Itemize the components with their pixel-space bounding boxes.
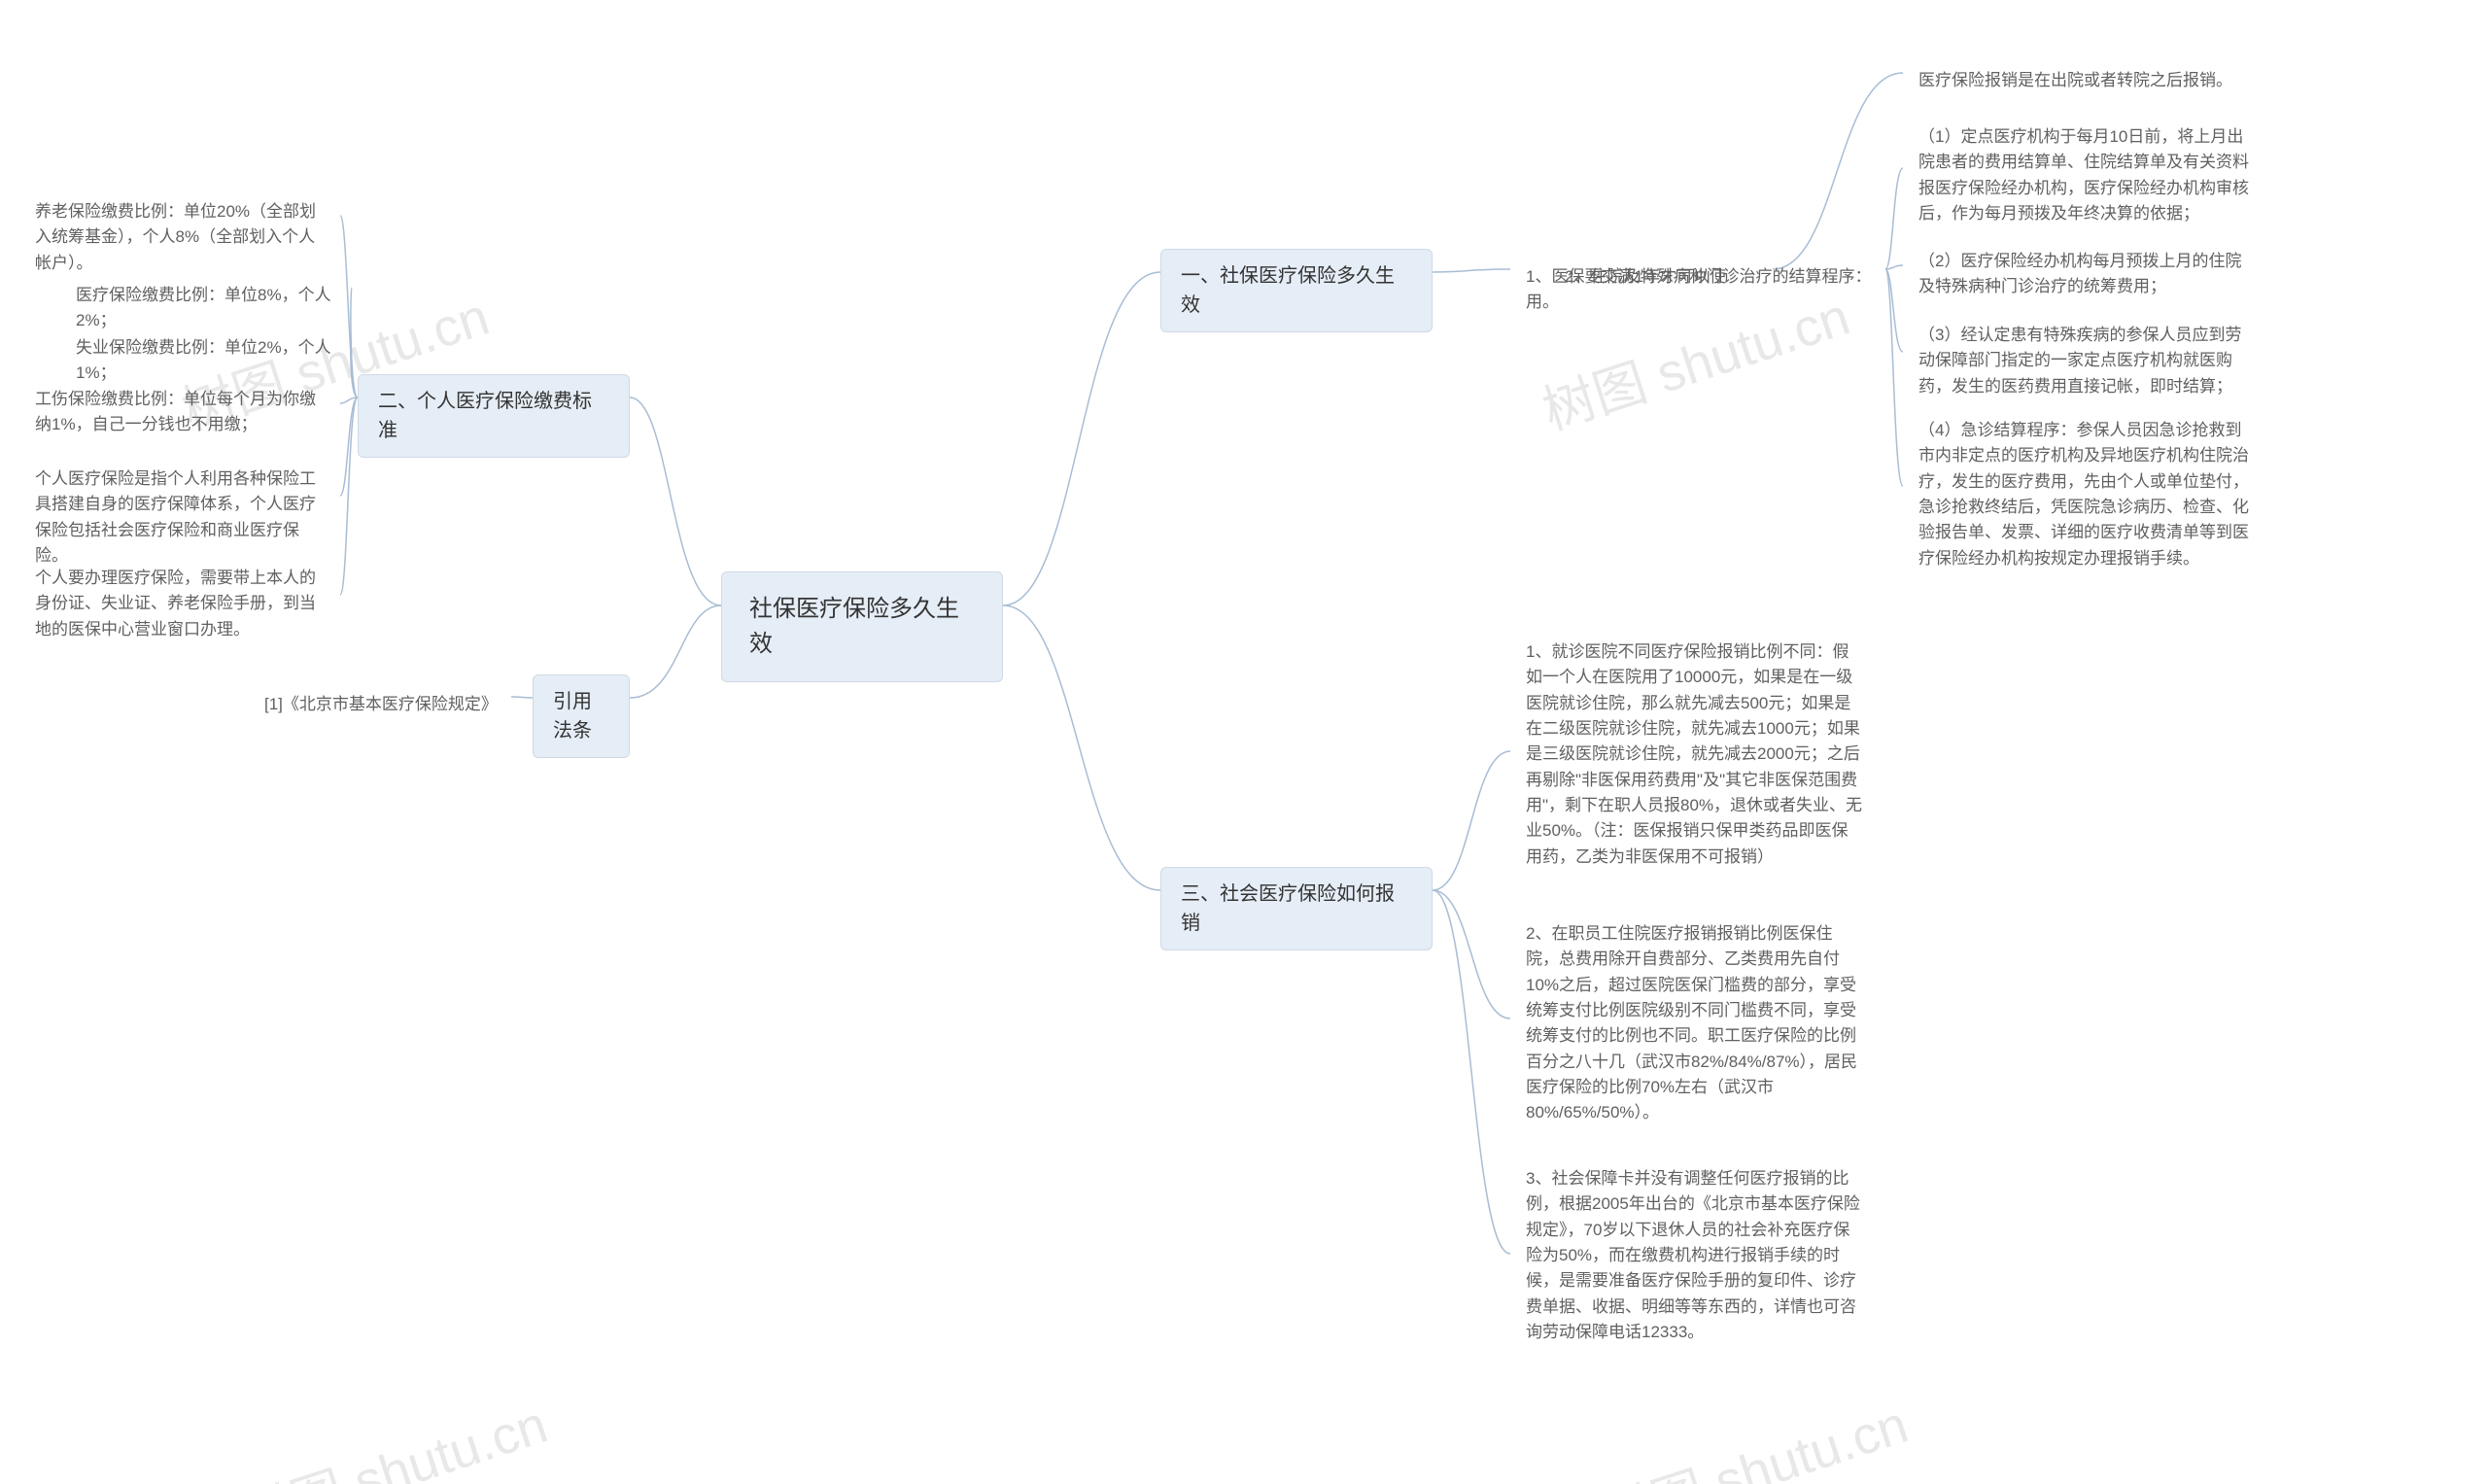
leaf-r3b: 2、在职员工住院医疗报销报销比例医保住院，总费用除开自费部分、乙类费用先自付10… — [1510, 912, 1880, 1136]
leaf-r1-top: 医疗保险报销是在出院或者转院之后报销。 — [1903, 58, 2272, 103]
watermark: 树图 shutu.cn — [1590, 1381, 1917, 1484]
leaf-r3a: 1、就诊医院不同医疗保险报销比例不同：假如一个人在医院用了10000元，如果是在… — [1510, 630, 1880, 880]
leaf-l4a: [1]《北京市基本医疗保险规定》 — [249, 682, 511, 727]
leaf-l2d: 工伤保险缴费比例：单位每个月为你缴纳1%，自己一分钱也不用缴； — [19, 377, 340, 448]
leaf-s2a: （1）定点医疗机构于每月10日前，将上月出院患者的费用结算单、住院结算单及有关资… — [1903, 115, 2272, 236]
leaf-l2f: 个人要办理医疗保险，需要带上本人的身份证、失业证、养老保险手册，到当地的医保中心… — [19, 556, 340, 652]
branch-l4[interactable]: 引用法条 — [533, 674, 630, 758]
branch-r3[interactable]: 三、社会医疗保险如何报销 — [1160, 867, 1433, 950]
root-node[interactable]: 社保医疗保险多久生效 — [721, 571, 1003, 682]
leaf-r1-sub2-label-visible: 2、住院及特殊病种门诊治疗的结算程序： — [1549, 255, 1889, 299]
leaf-r3c: 3、社会保障卡并没有调整任何医疗报销的比例，根据2005年出台的《北京市基本医疗… — [1510, 1156, 1880, 1355]
branch-l2[interactable]: 二、个人医疗保险缴费标准 — [358, 374, 630, 458]
leaf-l2a: 养老保险缴费比例：单位20%（全部划入统筹基金），个人8%（全部划入个人帐户）。 — [19, 190, 340, 286]
leaf-s2c: （3）经认定患有特殊疾病的参保人员应到劳动保障部门指定的一家定点医疗机构就医购药… — [1903, 313, 2272, 409]
leaf-s2d: （4）急诊结算程序：参保人员因急诊抢救到市内非定点的医疗机构及异地医疗机构住院治… — [1903, 408, 2272, 581]
branch-r1[interactable]: 一、社保医疗保险多久生效 — [1160, 249, 1433, 332]
watermark: 树图 shutu.cn — [229, 1381, 556, 1484]
leaf-s2b: （2）医疗保险经办机构每月预拨上月的住院及特殊病种门诊治疗的统筹费用； — [1903, 239, 2272, 310]
